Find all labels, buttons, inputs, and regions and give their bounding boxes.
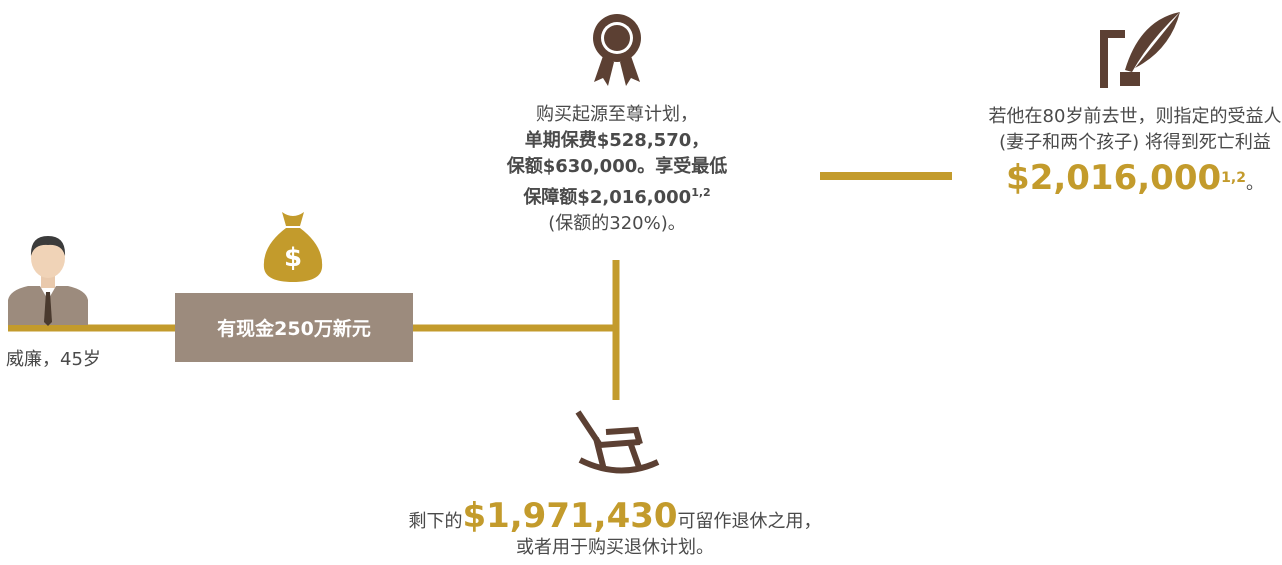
plan-line: 购买起源至尊计划，: [536, 104, 698, 125]
plan-line: 保额$630,000。享受最低: [506, 156, 728, 177]
plan-text: 购买起源至尊计划， 单期保费$528,570， 保额$630,000。享受最低 …: [437, 102, 797, 237]
cash-label: 有现金250万新元: [217, 318, 371, 340]
death-amount: $2,016,000: [1006, 158, 1222, 198]
person-icon: [8, 236, 88, 326]
retirement-text: 剩下的$1,971,430可留作退休之用，或者用于购买退休计划。: [400, 499, 830, 561]
retirement-prefix: 剩下的: [408, 511, 463, 532]
retirement-amount: $1,971,430: [462, 496, 678, 536]
death-benefit-text: 若他在80岁前去世，则指定的受益人 (妻子和两个孩子) 将得到死亡利益 $2,0…: [985, 104, 1282, 200]
death-text: 若他在80岁前去世，则指定的受益人 (妻子和两个孩子) 将得到死亡利益: [988, 106, 1282, 153]
plan-amount: 保障额$2,016,000: [523, 187, 692, 208]
svg-text:$: $: [284, 243, 302, 273]
cash-box: 有现金250万新元: [175, 293, 413, 362]
retirement-suffix: 可留作退休之用，或者用于购买退休计划。: [516, 511, 822, 558]
person-label: 威廉，45岁: [6, 349, 101, 370]
quill-icon: [1100, 12, 1180, 88]
rocking-chair-icon: [575, 410, 660, 474]
footnote: 1,2: [1221, 170, 1246, 186]
footnote: 1,2: [691, 186, 711, 199]
plan-line: 单期保费$528,570，: [524, 130, 710, 151]
money-bag-icon: $: [263, 212, 323, 282]
plan-line: (保额的320%)。: [548, 213, 686, 234]
death-end: 。: [1245, 173, 1264, 194]
plan-line: 保障额$2,016,0001,2: [437, 180, 797, 211]
medal-icon: [593, 14, 641, 86]
